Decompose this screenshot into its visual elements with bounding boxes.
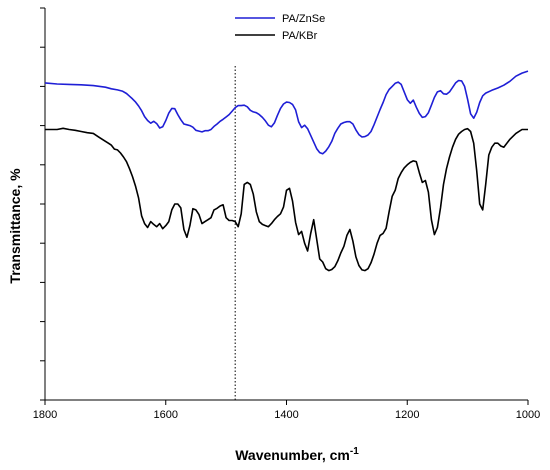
series-line-1 [45, 127, 528, 272]
plot-axes [44, 8, 528, 401]
x-tick-label: 1400 [274, 409, 298, 421]
tick-group: 1800 1600 1400 1200 1000 [33, 7, 540, 421]
x-axis-label-superscript: -1 [350, 446, 359, 457]
x-axis-label-text: Wavenumber, cm [235, 447, 350, 463]
x-tick-label: 1000 [516, 409, 540, 421]
x-tick-label: 1600 [154, 409, 178, 421]
legend-label-1: PA/KBr [282, 30, 318, 42]
x-tick-label: 1800 [33, 409, 57, 421]
x-axis-label: Wavenumber, cm-1 [235, 446, 359, 463]
legend-label-0: PA/ZnSe [282, 13, 325, 25]
series-line-0 [44, 70, 529, 155]
y-axis-label: Transmittance, % [7, 168, 23, 284]
x-tick-label: 1200 [395, 409, 419, 421]
legend: PA/ZnSe PA/KBr [235, 13, 325, 42]
series-group [44, 70, 529, 272]
